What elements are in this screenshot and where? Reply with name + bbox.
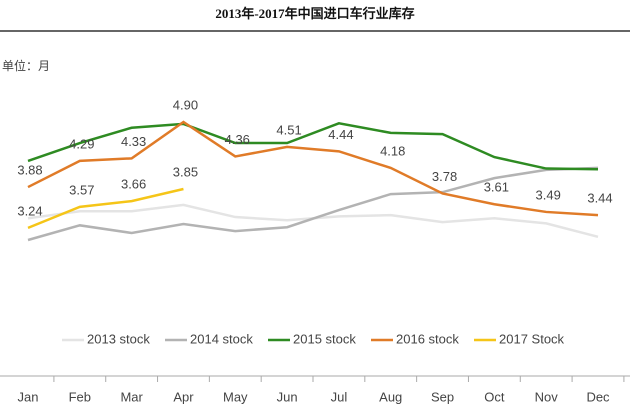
chart-title: 2013年-2017年中国进口车行业库存 [215,6,414,21]
data-label: 3.61 [484,180,509,195]
data-label: 3.24 [17,203,42,218]
series-line [27,120,599,217]
unit-label: 单位：月 [2,58,50,73]
x-tick-label: Oct [484,389,505,404]
data-label: 3.85 [173,164,198,179]
legend-label: 2014 stock [190,331,253,346]
data-label: 3.88 [17,162,42,177]
legend-label: 2013 stock [87,331,150,346]
x-tick-label: Mar [120,389,143,404]
x-tick-label: Apr [173,389,194,404]
data-label: 3.57 [69,182,94,197]
x-tick-label: Aug [379,389,402,404]
x-tick-label: Feb [69,389,91,404]
data-label: 4.51 [276,122,301,137]
series-line [27,121,599,171]
x-tick-label: Jul [331,389,348,404]
data-label: 4.44 [328,127,353,142]
data-label: 4.33 [121,134,146,149]
x-tick-label: Nov [535,389,559,404]
data-label: 3.66 [121,177,146,192]
data-label: 3.49 [536,187,561,202]
legend-label: 2015 stock [293,331,356,346]
series-line [27,203,599,239]
x-tick-label: Jun [277,389,298,404]
data-label: 4.29 [69,136,94,151]
legend-label: 2017 Stock [499,331,565,346]
x-tick-label: Sep [431,389,454,404]
data-label: 3.44 [587,191,612,206]
data-label: 4.90 [173,97,198,112]
x-tick-label: Jan [18,389,39,404]
legend-label: 2016 stock [396,331,459,346]
data-label: 3.78 [432,169,457,184]
series-line [27,166,599,242]
data-label: 4.36 [225,132,250,147]
data-label: 4.18 [380,143,405,158]
series-line [27,187,184,230]
x-tick-label: May [223,389,248,404]
x-tick-label: Dec [586,389,610,404]
